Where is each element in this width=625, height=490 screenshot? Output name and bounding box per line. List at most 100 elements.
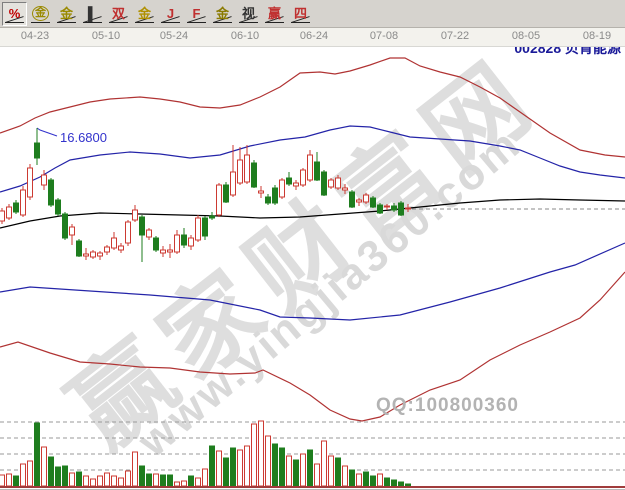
pattern-indicator-button[interactable]: 双 <box>106 1 131 26</box>
candle-body <box>286 177 292 185</box>
kline-brush-tool-icon: ▌ <box>87 6 98 21</box>
f-indicator-button[interactable]: F <box>184 1 209 26</box>
candle-body <box>195 217 201 241</box>
volume-bar <box>300 453 306 487</box>
volume-bar <box>237 449 243 487</box>
date-axis: 04-23 05-10 05-24 06-10 06-24 07-08 07-22 08-05… <box>0 28 625 47</box>
candle-body <box>188 237 194 247</box>
volume-bar <box>335 457 341 487</box>
view-indicator-button[interactable]: 视 <box>236 1 261 26</box>
gold-circle-indicator-icon: 金 <box>32 6 49 21</box>
volume-bar <box>48 456 54 487</box>
candle-body <box>342 187 348 191</box>
volume-bar <box>195 477 201 487</box>
volume-bar <box>0 474 5 487</box>
volume-bar <box>167 474 173 487</box>
candle-body <box>363 194 369 203</box>
candle-body <box>272 187 278 204</box>
volume-bar <box>6 473 12 487</box>
volume-bar <box>279 447 285 487</box>
volume-bar <box>244 445 250 487</box>
gold-diag-indicator-button[interactable]: 金 <box>210 1 235 26</box>
volume-bar <box>62 465 68 487</box>
candle-body <box>307 154 313 181</box>
volume-bar <box>314 463 320 487</box>
volume-bar <box>132 451 138 487</box>
gold-lines-indicator-button[interactable]: 金 <box>54 1 79 26</box>
volume-bar <box>216 450 222 487</box>
volume-bar <box>118 477 124 487</box>
volume-bar <box>104 472 110 487</box>
candle-body <box>328 179 334 188</box>
candle-body <box>41 174 47 186</box>
candle-body <box>216 184 222 216</box>
lower-red-envelope <box>0 271 625 422</box>
upper-red-envelope <box>0 57 625 158</box>
date-tick-label: 05-24 <box>159 30 189 42</box>
gold-circle-indicator-button[interactable]: 金 <box>28 1 53 26</box>
volume-bar <box>20 463 26 487</box>
volume-bar <box>286 455 292 487</box>
volume-bar <box>223 457 229 487</box>
volume-bar <box>363 471 369 487</box>
candle-body <box>20 189 26 216</box>
volume-bar <box>251 423 257 487</box>
gold-red-indicator-button[interactable]: 金 <box>132 1 157 26</box>
candle-body <box>209 215 215 219</box>
volume-bar <box>55 466 61 487</box>
win-indicator-icon: 赢 <box>267 6 281 21</box>
volume-bar <box>83 475 89 487</box>
candle-body <box>244 154 250 183</box>
candle-body <box>6 206 12 219</box>
candle-body <box>55 199 61 215</box>
volume-bar <box>349 469 355 487</box>
candle-body <box>223 184 229 203</box>
candle-body <box>48 179 54 206</box>
kline-brush-tool-button[interactable]: ▌ <box>80 1 105 26</box>
candle-body <box>300 169 306 186</box>
date-tick-label: 08-05 <box>511 30 541 42</box>
candle-body <box>398 202 404 216</box>
j-indicator-button[interactable]: J <box>158 1 183 26</box>
volume-bar <box>160 474 166 487</box>
volume-bar <box>174 481 180 487</box>
candle-body <box>146 229 152 238</box>
j-indicator-icon: J <box>166 6 175 21</box>
volume-bar <box>188 475 194 487</box>
volume-bar <box>258 420 264 487</box>
candle-body <box>132 209 138 221</box>
candle-body <box>251 162 257 188</box>
volume-bar <box>293 459 299 487</box>
candle-body <box>335 177 341 189</box>
high-pointer-line <box>36 127 58 137</box>
candle-body <box>384 205 390 208</box>
volume-bar <box>328 455 334 487</box>
middle-black-line <box>0 198 625 229</box>
volume-bar <box>13 475 19 487</box>
date-tick-label: 06-24 <box>299 30 329 42</box>
candle-body <box>230 171 236 196</box>
candle-body <box>34 142 40 159</box>
candle-body <box>370 197 376 208</box>
volume-bar <box>384 477 390 487</box>
volume-bar <box>391 479 397 487</box>
gold-red-indicator-icon: 金 <box>137 6 151 21</box>
four-indicator-button[interactable]: 四 <box>288 1 313 26</box>
candle-body <box>314 161 320 181</box>
candle-body <box>181 234 187 246</box>
volume-bar <box>76 471 82 487</box>
date-tick-label: 05-10 <box>91 30 121 42</box>
candle-body <box>27 167 33 198</box>
candle-body <box>153 237 159 251</box>
gold-lines-indicator-icon: 金 <box>59 6 73 21</box>
percent-indicator-button[interactable]: % <box>2 1 27 26</box>
candle-body <box>0 210 5 222</box>
high-price-label: 16.6800 <box>60 130 107 145</box>
win-indicator-button[interactable]: 赢 <box>262 1 287 26</box>
date-tick-label: 08-19 <box>582 30 612 42</box>
volume-bar <box>405 483 411 487</box>
f-indicator-icon: F <box>192 6 201 21</box>
lower-blue-band <box>0 242 625 321</box>
